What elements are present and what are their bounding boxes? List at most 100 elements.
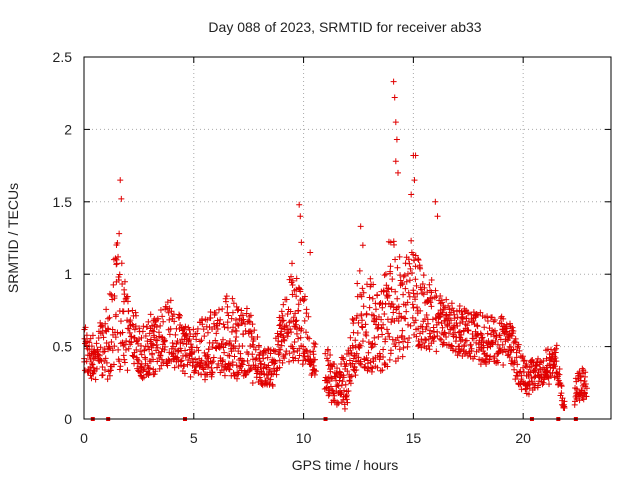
data-point [93,365,100,372]
data-point [248,365,255,372]
data-point [340,354,347,361]
data-point [490,339,497,346]
data-point [484,313,491,320]
data-point [142,356,149,363]
data-point [281,355,288,362]
data-point [311,343,318,350]
data-point [243,305,250,312]
data-point [402,285,409,292]
data-point [215,306,222,313]
data-point [446,306,453,313]
data-point [355,354,362,361]
data-point [251,327,258,334]
data-point [393,136,400,143]
data-point [83,358,90,365]
data-point [342,381,349,388]
data-point [297,288,304,295]
data-point [292,318,299,325]
data-point [139,375,146,382]
data-point [277,321,284,328]
data-point [94,346,101,353]
data-point [118,260,125,267]
data-point [500,362,507,368]
data-point [429,316,436,323]
data-point [385,292,392,299]
data-point [265,371,272,378]
data-point [244,357,251,364]
data-point [200,326,207,333]
data-point [293,275,300,282]
data-point [106,314,113,321]
data-point [303,306,310,313]
data-point [401,335,408,342]
data-point [109,347,116,354]
data-point [450,307,457,314]
data-point [293,293,300,300]
data-point [380,354,387,361]
data-point [371,334,378,341]
data-point [311,371,318,378]
x-tick-label: 0 [80,430,88,446]
data-point [112,334,119,341]
data-point [181,362,188,369]
data-point [230,324,237,331]
data-point [471,321,478,328]
data-point [119,329,126,336]
data-point [286,350,293,357]
data-point [443,334,450,341]
data-point [128,339,135,346]
data-point [431,333,438,340]
data-point [83,332,90,339]
data-point [296,201,303,208]
data-point [437,292,444,299]
data-point [581,378,588,385]
data-point [473,339,480,346]
data-point [410,290,417,297]
data-point [130,353,137,360]
data-point [226,366,233,373]
data-point [239,319,246,326]
data-point [446,320,453,327]
data-point [180,340,187,347]
data-point [485,338,492,345]
data-point [150,328,157,335]
data-point [383,326,390,333]
data-point [240,331,247,338]
data-point [441,329,448,336]
data-point [249,351,256,358]
y-tick-label: 0 [64,411,72,427]
data-point [410,251,417,258]
data-point [395,355,402,362]
data-point [272,358,279,365]
data-point [423,323,430,330]
data-point [322,350,329,357]
data-point [335,382,342,389]
data-point [546,381,553,388]
data-point [229,309,236,316]
data-point [197,338,204,345]
data-point [207,314,214,321]
data-point [218,341,225,348]
data-point [514,373,521,380]
data-point [111,343,118,350]
data-point [378,316,385,323]
data-point [392,119,399,126]
data-point [387,263,394,270]
data-point [468,345,475,352]
data-point [458,331,465,338]
data-point [451,315,458,322]
data-point [157,322,164,329]
data-point [188,350,195,357]
data-point [353,350,360,357]
data-point [579,395,586,402]
data-point [233,334,240,341]
data-point [427,327,434,334]
data-point [363,354,370,361]
data-point [465,327,472,334]
data-point [279,359,286,366]
data-point [233,375,240,382]
data-point [392,343,399,350]
data-point [144,323,151,330]
data-point [464,322,471,329]
data-point [552,363,559,370]
